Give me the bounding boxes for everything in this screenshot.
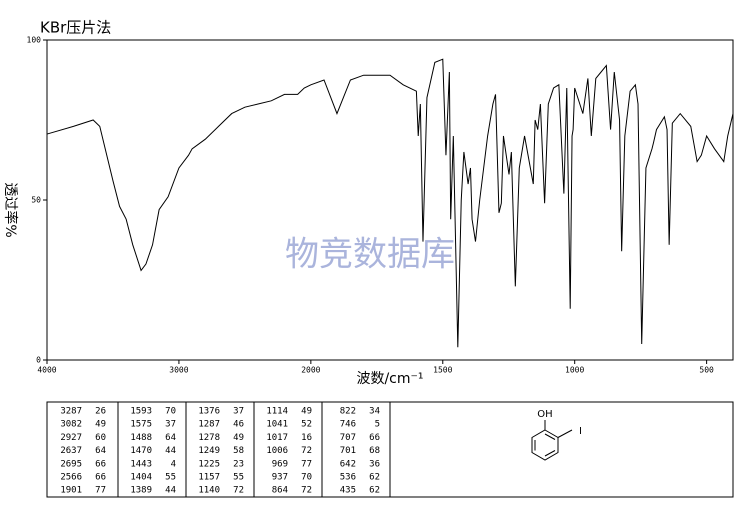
oh-label: OH	[537, 409, 552, 420]
peak-wavenumber: 1041	[266, 420, 288, 430]
peak-wavenumber: 969	[272, 459, 288, 469]
peak-transmittance: 16	[301, 433, 312, 443]
x-tick-label: 500	[699, 366, 714, 375]
peak-wavenumber: 3082	[60, 420, 82, 430]
peak-wavenumber: 1157	[198, 473, 220, 483]
peak-wavenumber: 1006	[266, 446, 288, 456]
peak-wavenumber: 864	[272, 486, 288, 496]
peak-transmittance: 64	[165, 433, 176, 443]
peak-wavenumber: 1278	[198, 433, 220, 443]
peak-transmittance: 72	[301, 486, 312, 496]
peak-transmittance: 58	[233, 446, 244, 456]
peak-wavenumber: 435	[340, 486, 356, 496]
peak-transmittance: 37	[233, 407, 244, 417]
peak-transmittance: 55	[233, 473, 244, 483]
peak-wavenumber: 1017	[266, 433, 288, 443]
x-tick-label: 1500	[433, 366, 452, 375]
peak-transmittance: 49	[301, 407, 312, 417]
peak-wavenumber: 642	[340, 459, 356, 469]
x-tick-label: 1000	[565, 366, 584, 375]
peak-transmittance: 70	[301, 473, 312, 483]
peak-transmittance: 49	[233, 433, 244, 443]
x-tick-label: 2000	[301, 366, 320, 375]
peak-transmittance: 66	[95, 473, 106, 483]
peak-transmittance: 66	[369, 433, 380, 443]
peak-transmittance: 66	[95, 459, 106, 469]
peak-wavenumber: 2637	[60, 446, 82, 456]
peak-transmittance: 72	[233, 486, 244, 496]
peak-transmittance: 4	[171, 459, 176, 469]
peak-wavenumber: 1443	[130, 459, 152, 469]
y-tick-label: 50	[31, 196, 41, 205]
spectrum-line	[46, 58, 734, 348]
peak-wavenumber: 707	[340, 433, 356, 443]
x-tick-label: 3000	[169, 366, 188, 375]
peak-wavenumber: 1404	[130, 473, 152, 483]
table-dividers	[117, 402, 391, 497]
peak-wavenumber: 1488	[130, 433, 152, 443]
watermark: 物竞数据库	[285, 235, 455, 275]
peak-transmittance: 49	[95, 420, 106, 430]
peak-transmittance: 70	[165, 407, 176, 417]
peak-wavenumber: 2927	[60, 433, 82, 443]
peak-wavenumber: 822	[340, 407, 356, 417]
peak-wavenumber: 3287	[60, 407, 82, 417]
y-tick-label: 100	[27, 36, 42, 45]
peak-wavenumber: 937	[272, 473, 288, 483]
peak-transmittance: 77	[301, 459, 312, 469]
peak-wavenumber: 1470	[130, 446, 152, 456]
peak-wavenumber: 1114	[266, 407, 288, 417]
peak-transmittance: 60	[95, 433, 106, 443]
peak-transmittance: 68	[369, 446, 380, 456]
peak-transmittance: 5	[375, 420, 380, 430]
peak-transmittance: 62	[369, 486, 380, 496]
peak-transmittance: 37	[165, 420, 176, 430]
peak-wavenumber: 1901	[60, 486, 82, 496]
peak-transmittance: 72	[301, 446, 312, 456]
peak-transmittance: 64	[95, 446, 106, 456]
y-axis-label: 透过率%	[2, 182, 19, 237]
peak-wavenumber: 1249	[198, 446, 220, 456]
peak-transmittance: 44	[165, 446, 176, 456]
peak-transmittance: 36	[369, 459, 380, 469]
peak-wavenumber: 2566	[60, 473, 82, 483]
peak-wavenumber: 1593	[130, 407, 152, 417]
x-axis-label: 波数/cm⁻¹	[356, 371, 423, 387]
peak-wavenumber: 1225	[198, 459, 220, 469]
peak-transmittance: 44	[165, 486, 176, 496]
x-tick-label: 4000	[37, 366, 56, 375]
plot-frame	[46, 39, 734, 361]
peak-transmittance: 77	[95, 486, 106, 496]
chart-title: KBr压片法	[40, 19, 111, 37]
peak-wavenumber: 701	[340, 446, 356, 456]
peak-wavenumber: 1376	[198, 407, 220, 417]
peak-wavenumber: 2695	[60, 459, 82, 469]
peak-wavenumber: 1287	[198, 420, 220, 430]
y-tick-label: 0	[36, 356, 41, 365]
peak-wavenumber: 1575	[130, 420, 152, 430]
peak-wavenumber: 1140	[198, 486, 220, 496]
peak-transmittance: 26	[95, 407, 106, 417]
peak-transmittance: 52	[301, 420, 312, 430]
peak-wavenumber: 536	[340, 473, 356, 483]
peak-wavenumber: 1389	[130, 486, 152, 496]
peak-transmittance: 55	[165, 473, 176, 483]
peak-transmittance: 23	[233, 459, 244, 469]
peak-transmittance: 46	[233, 420, 244, 430]
structure	[531, 420, 573, 461]
i-label: I	[579, 426, 582, 437]
peak-wavenumber: 746	[340, 420, 356, 430]
peak-transmittance: 62	[369, 473, 380, 483]
peak-transmittance: 34	[369, 407, 380, 417]
